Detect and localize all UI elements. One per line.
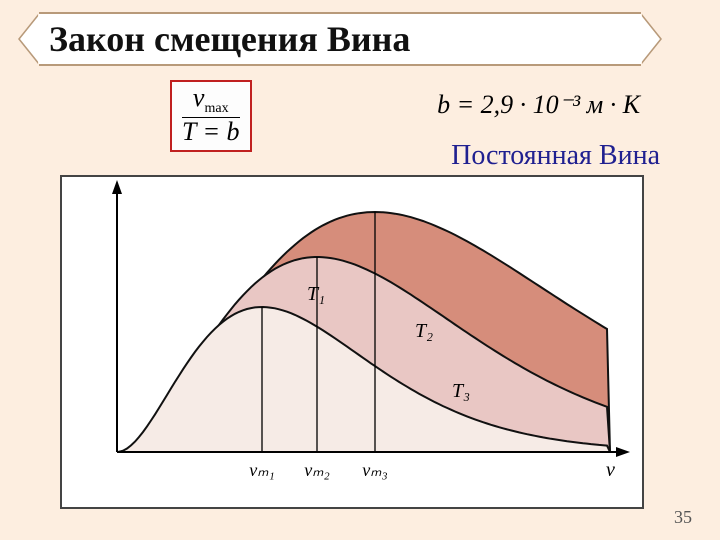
curve-label-T₁: T₁ (307, 283, 325, 305)
curve-label-T₃: T₃ (452, 380, 470, 402)
formula-rhs: = b (202, 118, 239, 147)
banner-arrow-right (640, 14, 660, 64)
x-axis-label: ν (606, 459, 615, 481)
nu-sub: max (204, 101, 228, 116)
curve-label-T₂: T₂ (415, 320, 433, 342)
xtick-νₘ₃: νₘ₃ (362, 460, 387, 480)
title-banner: Закон смещения Вина (20, 12, 660, 66)
formula-denominator: T (182, 118, 196, 147)
y-axis-arrow (112, 180, 122, 194)
xtick-νₘ₂: νₘ₂ (304, 460, 329, 480)
page-number: 35 (674, 507, 692, 528)
constant-label: Постоянная Вина (451, 140, 660, 172)
wien-formula: νmax T = b (170, 80, 252, 152)
banner-arrow-left (20, 14, 40, 64)
title-box: Закон смещения Вина (39, 12, 641, 66)
wien-chart: T₁ T₂ T₃ νₘ₁ νₘ₂ νₘ₃ ν (62, 177, 642, 507)
constant-formula: b = 2,9 · 10⁻³ м · К (437, 90, 640, 120)
chart-container: T₁ T₂ T₃ νₘ₁ νₘ₂ νₘ₃ ν (60, 175, 644, 509)
formula-row: νmax T = b b = 2,9 · 10⁻³ м · К (140, 80, 680, 140)
x-axis-arrow (616, 447, 630, 457)
xtick-νₘ₁: νₘ₁ (249, 460, 274, 480)
nu: ν (193, 83, 205, 112)
formula-numerator: νmax (182, 84, 240, 118)
page-title: Закон смещения Вина (49, 18, 410, 60)
